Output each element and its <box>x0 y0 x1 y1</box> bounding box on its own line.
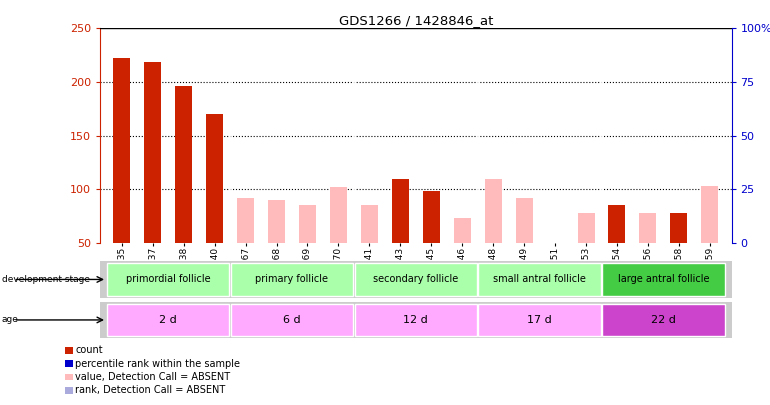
Bar <box>602 263 725 296</box>
Bar <box>701 186 718 243</box>
Text: 2 d: 2 d <box>159 315 177 325</box>
Bar <box>268 200 285 243</box>
Text: small antral follicle: small antral follicle <box>493 275 586 284</box>
Text: development stage: development stage <box>2 275 89 284</box>
Text: count: count <box>75 345 103 355</box>
Bar <box>237 198 254 243</box>
Text: 12 d: 12 d <box>403 315 428 325</box>
Text: large antral follicle: large antral follicle <box>618 275 709 284</box>
Bar <box>175 86 192 243</box>
Text: secondary follicle: secondary follicle <box>373 275 458 284</box>
Bar <box>547 243 564 277</box>
Text: rank, Detection Call = ABSENT: rank, Detection Call = ABSENT <box>75 386 226 395</box>
Bar <box>113 58 130 243</box>
Bar <box>354 263 477 296</box>
Bar <box>206 114 223 243</box>
Bar <box>478 263 601 296</box>
Title: GDS1266 / 1428846_at: GDS1266 / 1428846_at <box>339 14 493 27</box>
Bar <box>231 304 353 336</box>
Bar <box>639 213 657 243</box>
Text: 22 d: 22 d <box>651 315 676 325</box>
Text: percentile rank within the sample: percentile rank within the sample <box>75 359 240 369</box>
Bar <box>392 179 409 243</box>
Text: primary follicle: primary follicle <box>256 275 329 284</box>
Bar <box>107 304 229 336</box>
Bar <box>144 62 161 243</box>
Bar <box>231 263 353 296</box>
Bar <box>299 205 316 243</box>
Text: 17 d: 17 d <box>527 315 552 325</box>
Bar <box>608 205 625 243</box>
Bar <box>361 205 378 243</box>
Bar <box>330 187 347 243</box>
Text: value, Detection Call = ABSENT: value, Detection Call = ABSENT <box>75 372 230 382</box>
Text: 6 d: 6 d <box>283 315 301 325</box>
Bar <box>484 179 502 243</box>
Bar <box>578 213 594 243</box>
Bar <box>516 198 533 243</box>
Bar <box>107 263 229 296</box>
Bar <box>354 304 477 336</box>
Bar <box>671 213 688 243</box>
Bar <box>454 218 470 243</box>
Bar <box>423 192 440 243</box>
Text: primordial follicle: primordial follicle <box>126 275 210 284</box>
Bar <box>602 304 725 336</box>
Text: age: age <box>2 315 18 324</box>
Bar <box>478 304 601 336</box>
